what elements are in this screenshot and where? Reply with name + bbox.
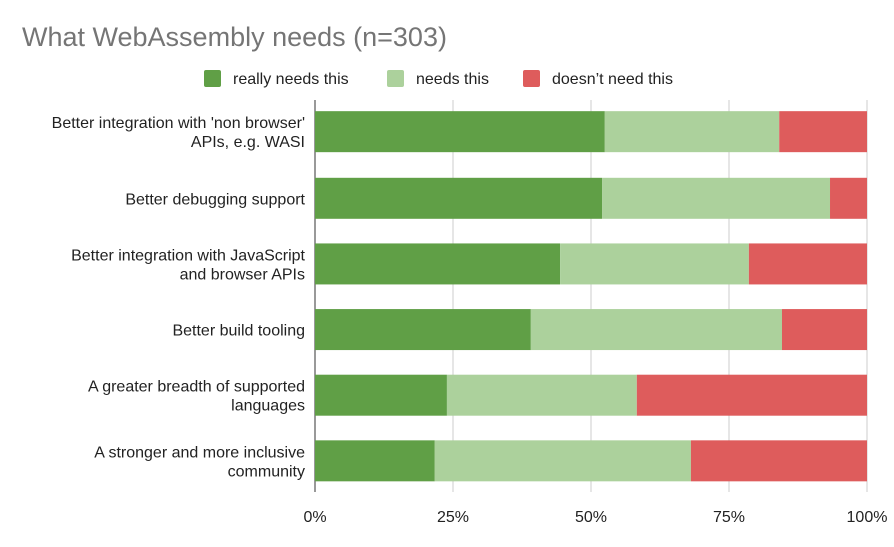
bar-segment bbox=[530, 309, 782, 351]
bar-segment bbox=[560, 243, 749, 285]
bar-segment bbox=[602, 177, 831, 219]
chart-title: What WebAssembly needs (n=303) bbox=[22, 22, 447, 52]
bar-segment bbox=[636, 374, 867, 416]
legend-swatch bbox=[204, 70, 221, 87]
category-label: community bbox=[228, 463, 305, 480]
x-tick-label: 0% bbox=[303, 509, 326, 526]
category-label: languages bbox=[231, 398, 305, 415]
bar-segment bbox=[315, 177, 603, 219]
legend-label: needs this bbox=[416, 71, 489, 88]
category-label: and browser APIs bbox=[180, 266, 305, 283]
legend-label: doesn’t need this bbox=[552, 71, 673, 88]
bar-segment bbox=[690, 440, 867, 482]
category-label: APIs, e.g. WASI bbox=[191, 134, 305, 151]
category-label: Better build tooling bbox=[172, 323, 305, 340]
x-tick-label: 100% bbox=[847, 509, 888, 526]
x-tick-label: 75% bbox=[713, 509, 745, 526]
category-label: A greater breadth of supported bbox=[88, 379, 305, 396]
category-label: Better integration with JavaScript bbox=[71, 247, 305, 264]
category-label: Better integration with 'non browser' bbox=[52, 115, 305, 132]
bar-segment bbox=[748, 243, 867, 285]
bar-segment bbox=[434, 440, 691, 482]
gridlines bbox=[314, 100, 868, 492]
bar-segment bbox=[315, 440, 435, 482]
legend-label: really needs this bbox=[233, 71, 349, 88]
bar-segment bbox=[315, 111, 605, 153]
bar-segment bbox=[315, 243, 561, 285]
bar-segment bbox=[830, 177, 867, 219]
legend-swatch bbox=[387, 70, 404, 87]
category-label: A stronger and more inclusive bbox=[94, 444, 305, 461]
bar-segment bbox=[446, 374, 637, 416]
x-tick-labels: 0% 25% 50% 75% 100% bbox=[303, 509, 887, 526]
legend-swatch bbox=[523, 70, 540, 87]
x-tick-label: 50% bbox=[575, 509, 607, 526]
bars bbox=[315, 111, 867, 482]
bar-segment bbox=[779, 111, 867, 153]
legend: really needs this needs this doesn’t need … bbox=[204, 70, 673, 88]
x-tick-label: 25% bbox=[437, 509, 469, 526]
category-label: Better debugging support bbox=[125, 191, 305, 208]
bar-segment bbox=[604, 111, 780, 153]
category-labels: Better integration with 'non browser' API… bbox=[52, 115, 306, 480]
bar-segment bbox=[781, 309, 867, 351]
bar-segment bbox=[315, 309, 531, 351]
bar-segment bbox=[315, 374, 447, 416]
